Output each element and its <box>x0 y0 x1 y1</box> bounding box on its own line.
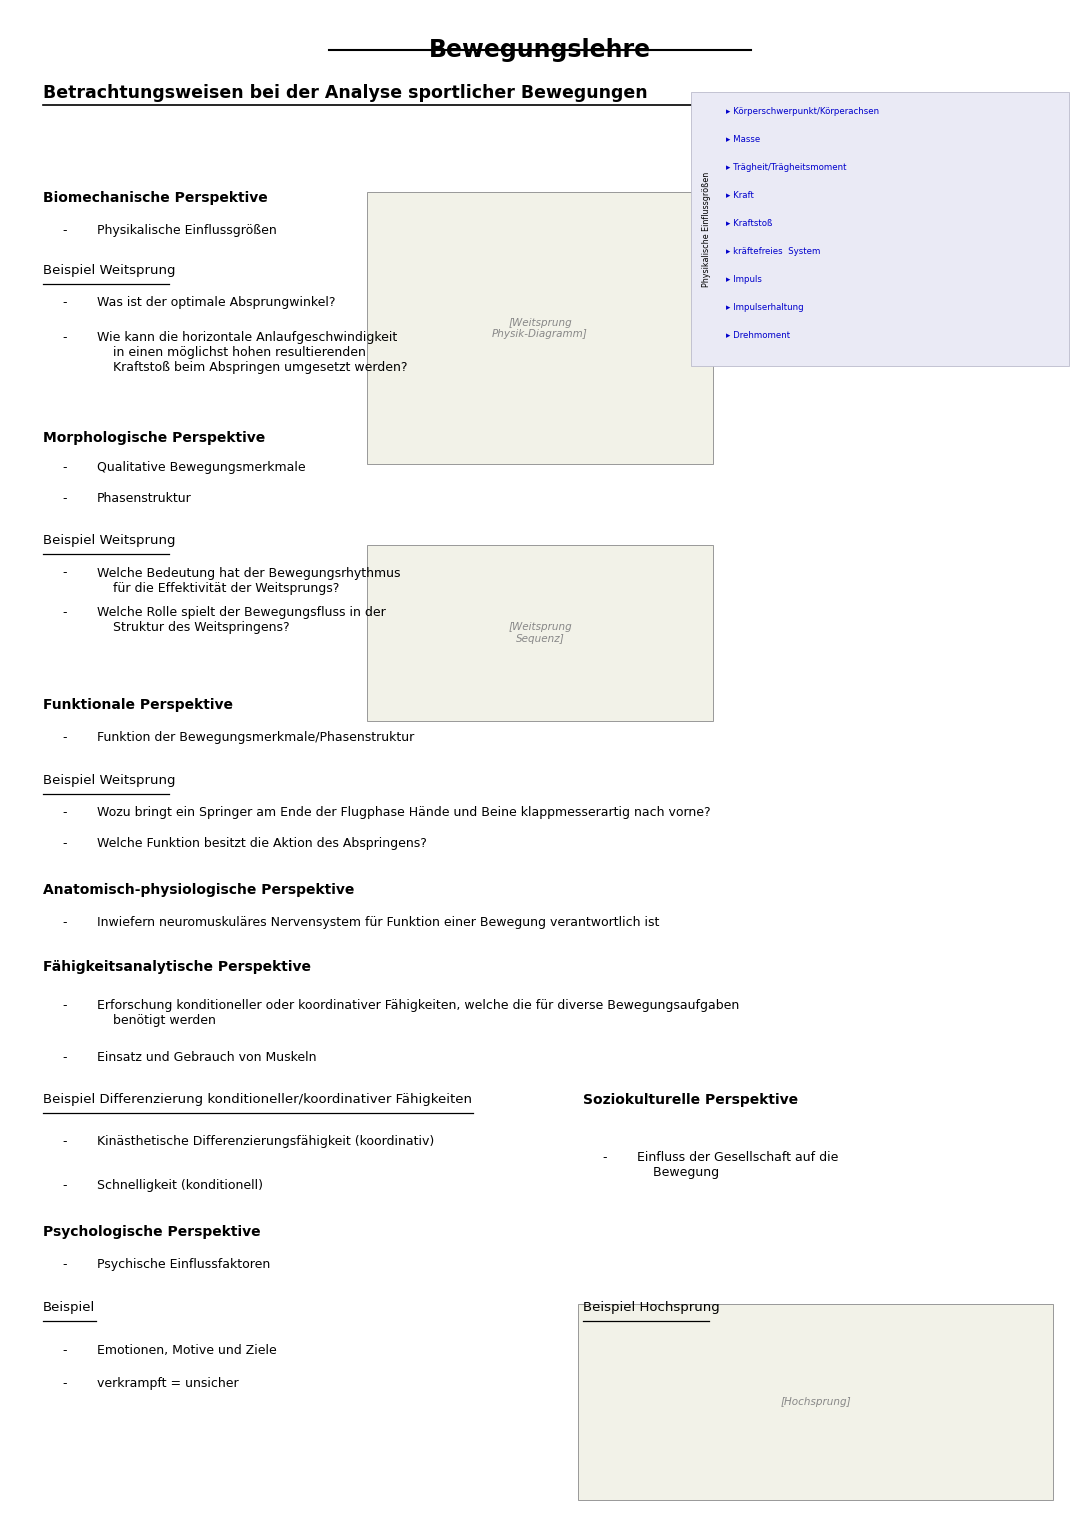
Text: Psychische Einflussfaktoren: Psychische Einflussfaktoren <box>97 1258 270 1272</box>
Text: Funktionale Perspektive: Funktionale Perspektive <box>43 698 233 712</box>
Text: Einsatz und Gebrauch von Muskeln: Einsatz und Gebrauch von Muskeln <box>97 1051 316 1064</box>
Text: Emotionen, Motive und Ziele: Emotionen, Motive und Ziele <box>97 1344 276 1358</box>
Text: -: - <box>63 1377 67 1391</box>
Text: ▸ Drehmoment: ▸ Drehmoment <box>726 331 789 341</box>
Text: -: - <box>63 1344 67 1358</box>
Text: -: - <box>63 296 67 310</box>
FancyBboxPatch shape <box>691 92 1069 366</box>
Text: -: - <box>63 1051 67 1064</box>
Text: Kinästhetische Differenzierungsfähigkeit (koordinativ): Kinästhetische Differenzierungsfähigkeit… <box>97 1135 434 1148</box>
Text: Physikalische Einflussgrößen: Physikalische Einflussgrößen <box>97 224 276 238</box>
Text: verkrampft = unsicher: verkrampft = unsicher <box>97 1377 239 1391</box>
Text: ▸ Körperschwerpunkt/Körperachsen: ▸ Körperschwerpunkt/Körperachsen <box>726 107 879 116</box>
Text: Welche Rolle spielt der Bewegungsfluss in der
    Struktur des Weitspringens?: Welche Rolle spielt der Bewegungsfluss i… <box>97 606 386 634</box>
Text: Beispiel Weitsprung: Beispiel Weitsprung <box>43 774 176 788</box>
Text: -: - <box>603 1151 607 1165</box>
Text: -: - <box>63 1258 67 1272</box>
Text: -: - <box>63 461 67 475</box>
Text: Beispiel Differenzierung konditioneller/koordinativer Fähigkeiten: Beispiel Differenzierung konditioneller/… <box>43 1093 472 1107</box>
Text: Bewegungslehre: Bewegungslehre <box>429 38 651 63</box>
FancyBboxPatch shape <box>578 1304 1053 1500</box>
Text: Fähigkeitsanalytische Perspektive: Fähigkeitsanalytische Perspektive <box>43 960 311 974</box>
Text: ▸ kräftefreies  System: ▸ kräftefreies System <box>726 247 820 257</box>
Text: Beispiel Hochsprung: Beispiel Hochsprung <box>583 1301 720 1315</box>
Text: ▸ Kraft: ▸ Kraft <box>726 191 754 200</box>
FancyBboxPatch shape <box>367 545 713 721</box>
Text: Morphologische Perspektive: Morphologische Perspektive <box>43 431 266 444</box>
Text: Soziokulturelle Perspektive: Soziokulturelle Perspektive <box>583 1093 798 1107</box>
Text: Funktion der Bewegungsmerkmale/Phasenstruktur: Funktion der Bewegungsmerkmale/Phasenstr… <box>97 731 415 745</box>
Text: [Weitsprung
Sequenz]: [Weitsprung Sequenz] <box>508 621 572 644</box>
Text: Einfluss der Gesellschaft auf die
    Bewegung: Einfluss der Gesellschaft auf die Bewegu… <box>637 1151 838 1179</box>
Text: Erforschung konditioneller oder koordinativer Fähigkeiten, welche die für divers: Erforschung konditioneller oder koordina… <box>97 999 740 1026</box>
Text: -: - <box>63 916 67 930</box>
Text: -: - <box>63 567 67 580</box>
Text: Welche Funktion besitzt die Aktion des Abspringens?: Welche Funktion besitzt die Aktion des A… <box>97 837 427 851</box>
Text: Welche Bedeutung hat der Bewegungsrhythmus
    für die Effektivität der Weitspru: Welche Bedeutung hat der Bewegungsrhythm… <box>97 567 401 594</box>
Text: Betrachtungsweisen bei der Analyse sportlicher Bewegungen: Betrachtungsweisen bei der Analyse sport… <box>43 84 648 102</box>
Text: Phasenstruktur: Phasenstruktur <box>97 492 192 505</box>
Text: -: - <box>63 492 67 505</box>
Text: Schnelligkeit (konditionell): Schnelligkeit (konditionell) <box>97 1179 264 1193</box>
Text: ▸ Masse: ▸ Masse <box>726 134 760 144</box>
Text: -: - <box>63 224 67 238</box>
Text: Beispiel Weitsprung: Beispiel Weitsprung <box>43 534 176 548</box>
Text: Psychologische Perspektive: Psychologische Perspektive <box>43 1225 261 1238</box>
Text: -: - <box>63 1179 67 1193</box>
Text: Qualitative Bewegungsmerkmale: Qualitative Bewegungsmerkmale <box>97 461 306 475</box>
Text: Anatomisch-physiologische Perspektive: Anatomisch-physiologische Perspektive <box>43 883 354 896</box>
Text: Biomechanische Perspektive: Biomechanische Perspektive <box>43 191 268 205</box>
Text: [Weitsprung
Physik-Diagramm]: [Weitsprung Physik-Diagramm] <box>492 318 588 339</box>
Text: Inwiefern neuromuskuläres Nervensystem für Funktion einer Bewegung verantwortlic: Inwiefern neuromuskuläres Nervensystem f… <box>97 916 660 930</box>
Text: Wie kann die horizontale Anlaufgeschwindigkeit
    in einen möglichst hohen resu: Wie kann die horizontale Anlaufgeschwind… <box>97 331 408 374</box>
Text: ▸ Impulserhaltung: ▸ Impulserhaltung <box>726 302 804 312</box>
Text: -: - <box>63 331 67 345</box>
Text: ▸ Trägheit/Trägheitsmoment: ▸ Trägheit/Trägheitsmoment <box>726 163 847 173</box>
Text: -: - <box>63 1135 67 1148</box>
Text: ▸ Kraftstoß: ▸ Kraftstoß <box>726 218 772 228</box>
Text: -: - <box>63 837 67 851</box>
Text: Beispiel: Beispiel <box>43 1301 95 1315</box>
FancyBboxPatch shape <box>367 192 713 464</box>
Text: Beispiel Weitsprung: Beispiel Weitsprung <box>43 264 176 278</box>
Text: Wozu bringt ein Springer am Ende der Flugphase Hände und Beine klappmesserartig : Wozu bringt ein Springer am Ende der Flu… <box>97 806 711 820</box>
Text: [Hochsprung]: [Hochsprung] <box>780 1397 851 1406</box>
Text: -: - <box>63 806 67 820</box>
Text: ▸ Impuls: ▸ Impuls <box>726 275 761 284</box>
Text: Physikalische Einflussgrößen: Physikalische Einflussgrößen <box>702 171 711 287</box>
Text: -: - <box>63 999 67 1012</box>
Text: Was ist der optimale Absprungwinkel?: Was ist der optimale Absprungwinkel? <box>97 296 336 310</box>
Text: -: - <box>63 731 67 745</box>
Text: -: - <box>63 606 67 620</box>
